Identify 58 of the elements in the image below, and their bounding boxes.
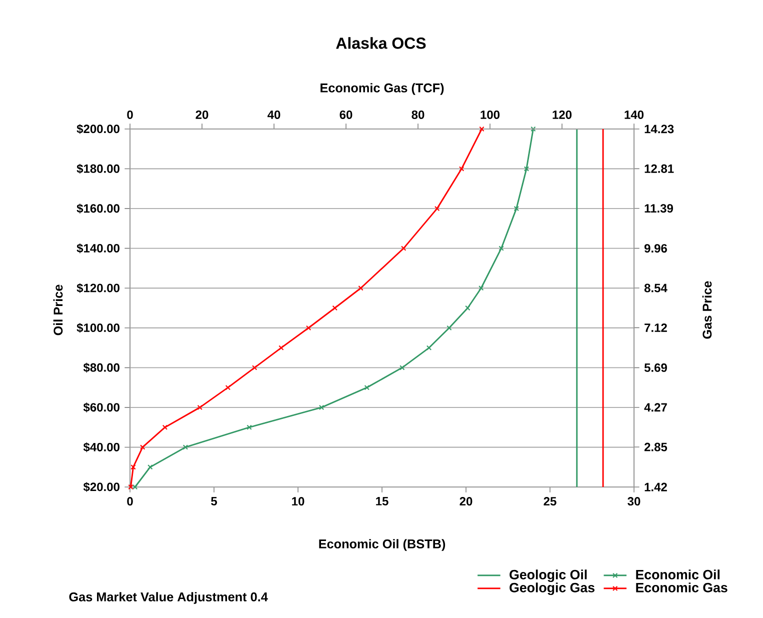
legend-label: Economic Oil — [636, 570, 720, 580]
x2-tick-label: 0 — [127, 110, 133, 119]
y2-tick-label: 12.81 — [644, 164, 674, 173]
point — [400, 365, 405, 370]
x2-tick-label: 140 — [624, 110, 644, 119]
point — [514, 206, 520, 212]
point — [148, 464, 153, 470]
x2-tick-label: 20 — [196, 110, 208, 119]
x-tick-label: 15 — [376, 497, 388, 506]
x-tick-label: 25 — [544, 497, 556, 506]
x2-tick-label: 100 — [480, 110, 500, 119]
y-tick-label: $40.00 — [83, 442, 120, 452]
y-tick-label: $200.00 — [76, 124, 120, 134]
point — [524, 166, 530, 172]
x-tick-label: 20 — [460, 497, 472, 506]
point — [246, 424, 252, 430]
x2-tick-label: 120 — [552, 110, 572, 119]
y-tick-label: $80.00 — [83, 362, 120, 373]
y-tick-label: $140.00 — [76, 243, 120, 254]
x2-tick-label: 60 — [340, 110, 352, 119]
y2-tick-label: 7.12 — [644, 324, 667, 332]
chart-title: Alaska OCS — [336, 37, 426, 49]
y2-tick-label: 8.54 — [644, 284, 668, 292]
y2-tick-label: 9.96 — [644, 244, 667, 253]
y2-tick-label: 14.23 — [644, 124, 674, 134]
x-tick-label: 5 — [211, 497, 218, 506]
point — [478, 286, 484, 291]
point — [426, 345, 432, 350]
legend-label: Economic Gas — [636, 582, 728, 592]
y-tick-label: $180.00 — [76, 164, 120, 174]
x-tick-label: 10 — [292, 497, 304, 506]
y-axis-title: Oil Price — [53, 284, 63, 336]
x-tick-label: 30 — [628, 497, 640, 506]
y-tick-label: $100.00 — [76, 322, 120, 333]
point — [182, 444, 188, 450]
point — [498, 246, 504, 251]
y-tick-label: $60.00 — [83, 402, 120, 412]
y-tick-label: $20.00 — [83, 482, 120, 492]
y2-tick-label: 11.39 — [644, 204, 673, 213]
x-axis-title: Economic Oil (BSTB) — [319, 539, 446, 551]
x-tick-label: 0 — [127, 497, 133, 506]
y2-tick-label: 4.27 — [644, 403, 667, 412]
y-tick-label: $160.00 — [76, 204, 120, 214]
point — [446, 325, 452, 330]
x2-tick-label: 40 — [268, 110, 280, 119]
y2-tick-label: 2.85 — [644, 442, 668, 452]
y2-tick-label: 5.69 — [644, 363, 667, 372]
x2-tick-label: 80 — [412, 110, 424, 119]
y-tick-label: $120.00 — [76, 283, 120, 294]
legend-label: Geologic Oil — [510, 570, 587, 582]
text: Gas Market Value Adjustment 0.4 — [69, 592, 268, 604]
legend-label: Geologic Gas — [510, 582, 594, 596]
point — [318, 404, 324, 410]
y2-tick-label: 1.42 — [644, 482, 667, 492]
x2-axis-title: Economic Gas (TCF) — [320, 83, 444, 95]
point — [364, 384, 370, 390]
point — [465, 305, 470, 311]
y2-axis-title: Gas Price — [702, 281, 712, 339]
